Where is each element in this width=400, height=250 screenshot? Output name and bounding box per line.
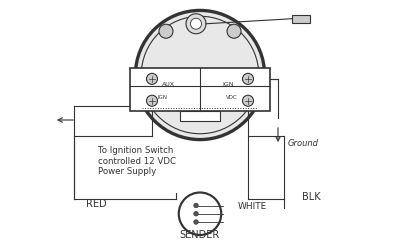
Text: To Ignition Switch
controlled 12 VDC
Power Supply: To Ignition Switch controlled 12 VDC Pow… xyxy=(98,146,176,176)
Ellipse shape xyxy=(179,192,221,235)
Text: IGN: IGN xyxy=(157,95,167,100)
Bar xyxy=(130,68,270,111)
Text: VDC: VDC xyxy=(226,95,238,100)
Text: SENDER: SENDER xyxy=(180,230,220,240)
Text: RED: RED xyxy=(86,199,107,209)
Text: Ground: Ground xyxy=(288,139,319,148)
Ellipse shape xyxy=(136,11,264,139)
Bar xyxy=(292,14,310,23)
Bar xyxy=(180,111,220,121)
Text: IGN: IGN xyxy=(222,82,234,87)
Ellipse shape xyxy=(194,203,198,208)
Text: WHITE: WHITE xyxy=(238,202,267,211)
Ellipse shape xyxy=(159,24,173,38)
Ellipse shape xyxy=(146,95,158,106)
Text: AUX: AUX xyxy=(162,82,174,87)
Ellipse shape xyxy=(227,24,241,38)
Ellipse shape xyxy=(186,14,206,34)
Ellipse shape xyxy=(242,74,254,85)
Ellipse shape xyxy=(194,220,198,224)
Ellipse shape xyxy=(194,212,198,216)
Ellipse shape xyxy=(146,74,158,85)
Text: BLK: BLK xyxy=(302,192,321,202)
Ellipse shape xyxy=(190,18,202,29)
Ellipse shape xyxy=(242,95,254,106)
